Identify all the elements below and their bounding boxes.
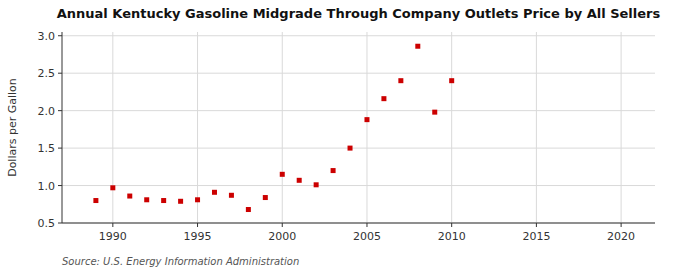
x-grid-line	[536, 32, 537, 223]
point	[93, 198, 98, 203]
point	[398, 78, 403, 83]
x-grid-line	[451, 32, 452, 223]
x-tick-label: 1990	[99, 230, 127, 243]
point	[263, 195, 268, 200]
point	[212, 190, 217, 195]
point	[415, 44, 420, 49]
point	[229, 193, 234, 198]
x-grid-line	[621, 32, 622, 223]
axes: 0.5 1.0 1.5 2.0 2.5 3.0 1990 1995 2000 2005 2010 20…	[38, 30, 656, 243]
point	[348, 146, 353, 151]
y-grid-line	[62, 148, 655, 149]
point	[432, 110, 437, 115]
y-tick-label: 2.5	[38, 67, 56, 80]
point	[127, 194, 132, 199]
x-axis-line	[62, 223, 655, 224]
y-tick	[58, 35, 62, 36]
x-tick	[621, 223, 622, 227]
point	[144, 197, 149, 202]
y-tick	[58, 110, 62, 111]
y-tick-label: 3.0	[38, 30, 56, 43]
y-grid-line	[62, 110, 655, 111]
y-axis-line	[62, 32, 63, 223]
x-tick	[197, 223, 198, 227]
title: Annual Kentucky Gasoline Midgrade Throug…	[57, 6, 661, 21]
x-tick	[282, 223, 283, 227]
x-tick-label: 2000	[268, 230, 296, 243]
x-tick	[451, 223, 452, 227]
y-tick	[58, 73, 62, 74]
point	[297, 178, 302, 183]
x-tick-label: 2005	[353, 230, 381, 243]
point	[449, 78, 454, 83]
x-tick	[536, 223, 537, 227]
x-tick	[112, 223, 113, 227]
point	[161, 198, 166, 203]
y-grid-line	[62, 185, 655, 186]
y-tick-label: 0.5	[38, 217, 56, 230]
x-tick-label: 1995	[184, 230, 212, 243]
x-grid-line	[366, 32, 367, 223]
x-tick-label: 2010	[438, 230, 466, 243]
points	[93, 44, 454, 212]
x-tick	[366, 223, 367, 227]
point	[364, 117, 369, 122]
y-grid-line	[62, 223, 655, 224]
y-axis-label: Dollars per Gallon	[6, 78, 19, 177]
source-note: Source: U.S. Energy Information Administ…	[62, 256, 299, 267]
point	[178, 199, 183, 204]
y-grid-line	[62, 73, 655, 74]
point	[280, 172, 285, 177]
point	[381, 96, 386, 101]
y-tick-label: 2.0	[38, 105, 56, 118]
x-grid-line	[282, 32, 283, 223]
y-tick-label: 1.0	[38, 180, 56, 193]
x-grid-line	[197, 32, 198, 223]
point	[331, 168, 336, 173]
y-tick	[58, 185, 62, 186]
point	[110, 185, 115, 190]
y-tick	[58, 148, 62, 149]
grid	[62, 32, 655, 223]
point	[314, 182, 319, 187]
x-tick-label: 2015	[522, 230, 550, 243]
chart: 0.5 1.0 1.5 2.0 2.5 3.0 1990 1995 2000 2005 2010 20…	[0, 0, 675, 275]
y-tick	[58, 223, 62, 224]
point	[246, 207, 251, 212]
y-tick-label: 1.5	[38, 142, 56, 155]
x-tick-label: 2020	[607, 230, 635, 243]
point	[195, 197, 200, 202]
y-grid-line	[62, 35, 655, 36]
x-grid-line	[112, 32, 113, 223]
